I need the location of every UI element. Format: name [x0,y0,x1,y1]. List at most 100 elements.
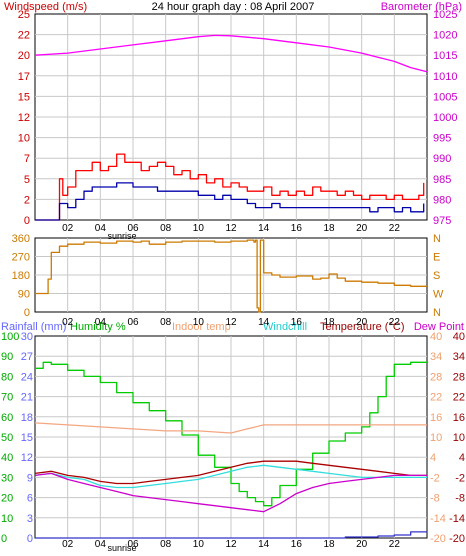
rainfall-tick: 18 [21,412,33,424]
barometer-tick: 1000 [433,112,457,124]
x-tick-mid: 02 [62,317,74,328]
compass-tick: N [433,233,441,245]
temperature-tick: 4 [459,452,465,464]
x-tick-bottom: 06 [127,539,139,550]
x-tick-mid: 18 [323,317,335,328]
x-tick-bottom: 08 [160,539,172,550]
rainfall-tick: 12 [21,452,33,464]
indoor-temp-tick: 28 [430,371,442,383]
temperature-tick: -8 [455,493,465,505]
humidity-tick: 60 [1,412,13,424]
barometer-tick: 975 [433,215,451,227]
rainfall-tick: 30 [21,331,33,343]
rainfall-tick: 24 [21,371,33,383]
temperature-tick: 40 [453,331,465,343]
x-tick-top: 06 [127,223,139,234]
humidity-tick: 10 [1,513,13,525]
humidity-tick: 70 [1,392,13,404]
x-tick-mid: 10 [193,317,205,328]
humidity-tick: 30 [1,472,13,484]
x-tick-top: 04 [95,223,107,234]
temperature-tick: 28 [453,371,465,383]
indoor-temp-tick: 4 [430,452,436,464]
x-tick-top: 22 [389,223,401,234]
x-tick-bottom: 04 [95,539,107,550]
rainfall-tick: 6 [27,493,33,505]
x-tick-mid: 04 [95,317,107,328]
windspeed-tick: 0 [24,215,30,227]
temperature-tick: -14 [449,513,465,525]
barometer-tick: 1020 [433,30,457,42]
windspeed-tick: 22 [18,30,30,42]
barometer-tick: 995 [433,133,451,145]
rainfall-tick: 9 [27,472,33,484]
indoor-temp-tick: -8 [430,493,440,505]
indoor-temp-tick: 16 [430,412,442,424]
x-tick-bottom: 16 [291,539,303,550]
rainfall-tick: 15 [21,432,33,444]
indoor-temp-tick: -14 [430,513,446,525]
legend-windchill: Windchill [263,321,307,333]
rainfall-tick: 3 [27,513,33,525]
series-line-indoor_temp [34,422,427,434]
temperature-tick: 34 [453,351,465,363]
temperature-tick: -2 [455,472,465,484]
x-tick-bottom: 18 [323,539,335,550]
legend-humidity: Humidity % [70,321,126,333]
barometer-axis-title: Barometer (hPa) [381,1,462,13]
indoor-temp-tick: 40 [430,331,442,343]
series-line-windchill [34,464,427,489]
humidity-tick: 90 [1,351,13,363]
temperature-tick: 10 [453,432,465,444]
series-line-rainfall [35,531,427,539]
x-tick-mid: 16 [291,317,303,328]
windspeed-tick: 15 [18,91,30,103]
indoor-temp-tick: 34 [430,351,442,363]
x-tick-bottom: 14 [258,539,270,550]
barometer-tick: 990 [433,153,451,165]
series-line-wind_gust [35,153,425,221]
direction-tick: 0 [24,307,30,319]
humidity-tick: 100 [1,331,19,343]
indoor-temp-tick: -20 [430,533,446,545]
barometer-tick: 980 [433,194,451,206]
x-tick-top: 14 [258,223,270,234]
barometer-tick: 1010 [433,71,457,83]
legend-dew-point: Dew Point [414,321,464,333]
x-tick-top: 02 [62,223,74,234]
legend-rainfall: Rainfall (mm) [1,321,66,333]
compass-tick: W [433,289,444,301]
x-tick-mid: 14 [258,317,270,328]
legend-temperature: Temperature (°C) [320,321,404,333]
humidity-tick: 50 [1,432,13,444]
indoor-temp-tick: 10 [430,432,442,444]
x-tick-top: 20 [356,223,368,234]
x-tick-mid: 06 [127,317,139,328]
legend-indoor-temp: Indoor temp [172,321,231,333]
indoor-temp-tick: -2 [430,472,440,484]
barometer-tick: 985 [433,174,451,186]
x-tick-mid: 20 [356,317,368,328]
barometer-tick: 1025 [433,9,457,21]
x-tick-bottom: 10 [193,539,205,550]
windspeed-tick: 20 [18,50,30,62]
direction-tick: 180 [12,270,30,282]
temperature-tick: 16 [453,412,465,424]
x-tick-bottom: 22 [389,539,401,550]
x-tick-top: 12 [225,223,237,234]
x-tick-top: 16 [291,223,303,234]
barometer-tick: 1015 [433,50,457,62]
direction-tick: 270 [12,252,30,264]
graph-title: 24 hour graph day : 08 April 2007 [152,1,315,13]
compass-tick: E [433,252,440,264]
sunrise-label-bottom: sunrise [107,543,136,553]
windspeed-tick: 10 [18,133,30,145]
humidity-tick: 20 [1,493,13,505]
x-tick-top: 10 [193,223,205,234]
barometer-tick: 1005 [433,91,457,103]
direction-tick: 360 [12,233,30,245]
x-tick-bottom: 02 [62,539,74,550]
x-tick-bottom: 12 [225,539,237,550]
series-line-temperature [34,460,427,485]
